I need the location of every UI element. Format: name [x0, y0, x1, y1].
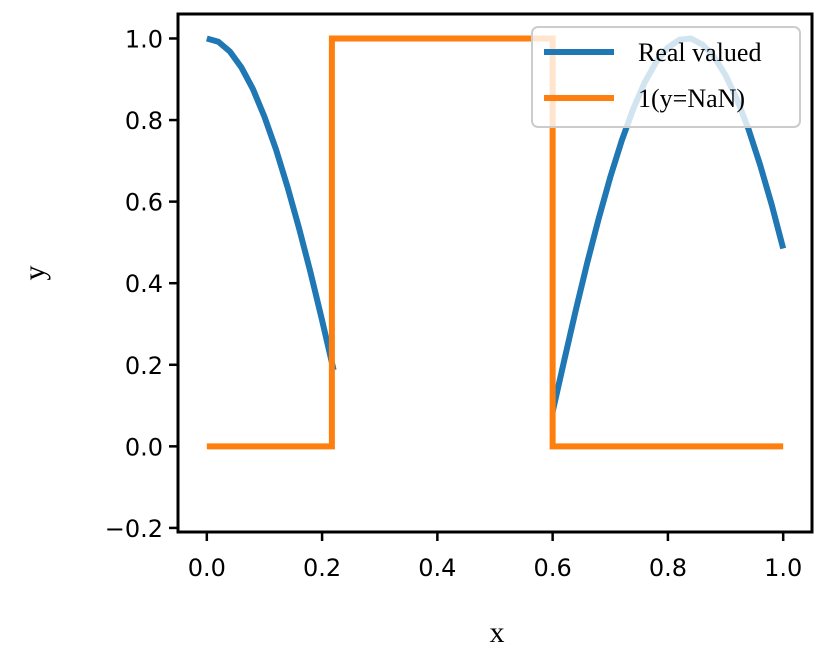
series-nan-indicator-line [206, 35, 784, 450]
x-tick-label: 0.2 [303, 554, 341, 582]
y-tick-label: 0.8 [125, 107, 163, 135]
plot-frame [176, 12, 814, 534]
y-tick-label: 0.4 [125, 270, 163, 298]
legend-label-real-valued: Real valued [638, 38, 761, 67]
y-axis-label: y [18, 266, 51, 281]
y-axis: −0.2 0.0 0.2 0.4 0.6 0.8 1.0 [105, 25, 178, 543]
x-axis: 0.0 0.2 0.4 0.6 0.8 1.0 [188, 532, 802, 582]
legend: Real valued 1(y=NaN) [531, 26, 801, 128]
x-tick-label: 0.4 [418, 554, 456, 582]
y-tick-label: 0.2 [125, 352, 163, 380]
x-tick-label: 1.0 [764, 554, 802, 582]
x-axis-label: x [490, 616, 505, 649]
x-tick-label: 0.6 [534, 554, 572, 582]
y-tick-label: −0.2 [105, 515, 163, 543]
series-real-valued-segment-1 [206, 35, 337, 371]
y-tick-label: 1.0 [125, 25, 163, 53]
y-tick-label: 0.0 [125, 433, 163, 461]
y-tick-label: 0.6 [125, 189, 163, 217]
x-tick-label: 0.0 [188, 554, 226, 582]
x-tick-label: 0.8 [649, 554, 687, 582]
legend-label-nan-indicator: 1(y=NaN) [638, 84, 745, 113]
